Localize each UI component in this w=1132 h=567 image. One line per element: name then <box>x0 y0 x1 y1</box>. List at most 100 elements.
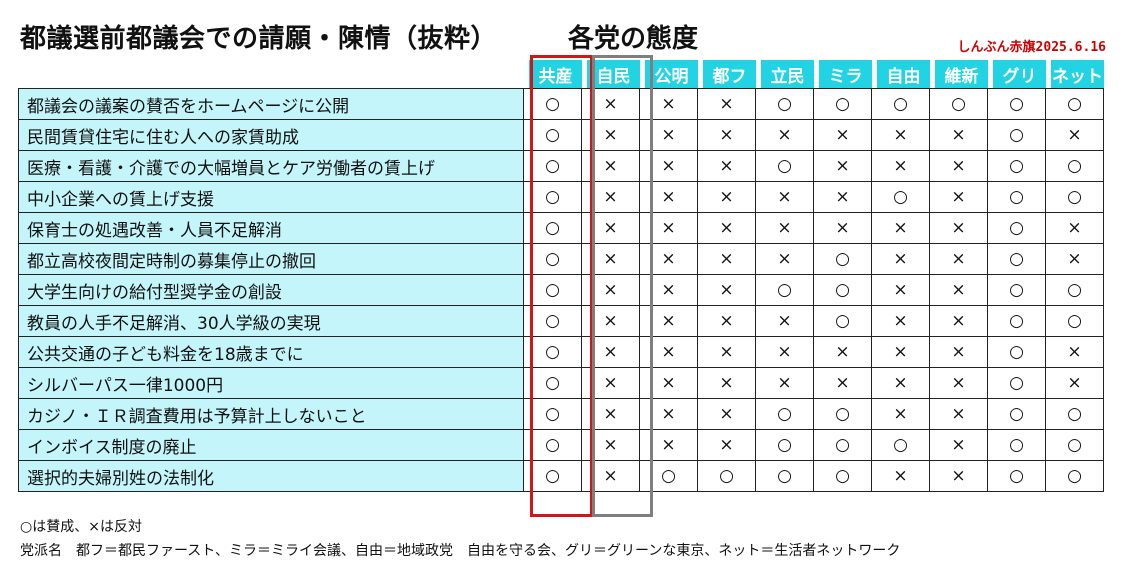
support-mark: ○ <box>988 213 1046 244</box>
oppose-mark: × <box>698 182 756 213</box>
oppose-mark: × <box>640 430 698 461</box>
oppose-mark: × <box>698 430 756 461</box>
support-mark: ○ <box>814 244 872 275</box>
petition-item: カジノ・ＩＲ調査費用は予算計上しないこと <box>18 399 524 430</box>
support-mark: ○ <box>988 430 1046 461</box>
petition-item: 教員の人手不足解消、30人学級の実現 <box>18 306 524 337</box>
oppose-mark: × <box>930 275 988 306</box>
oppose-mark: × <box>930 120 988 151</box>
oppose-mark: × <box>872 306 930 337</box>
oppose-mark: × <box>698 213 756 244</box>
support-mark: ○ <box>1046 151 1104 182</box>
oppose-mark: × <box>930 182 988 213</box>
support-mark: ○ <box>756 461 814 492</box>
oppose-mark: × <box>872 151 930 182</box>
support-mark: ○ <box>524 461 582 492</box>
oppose-mark: × <box>698 368 756 399</box>
oppose-mark: × <box>814 337 872 368</box>
support-mark: ○ <box>988 182 1046 213</box>
party-header: 都フ <box>698 60 756 88</box>
support-mark: ○ <box>872 430 930 461</box>
oppose-mark: × <box>640 151 698 182</box>
oppose-mark: × <box>640 368 698 399</box>
table-row: 保育士の処遇改善・人員不足解消 ○ × × × × × × × ○ × <box>18 213 1104 244</box>
table-row: 大学生向けの給付型奨学金の創設 ○ × × × ○ ○ × × ○ ○ <box>18 275 1104 306</box>
oppose-mark: × <box>756 306 814 337</box>
oppose-mark: × <box>582 88 640 120</box>
support-mark: ○ <box>814 275 872 306</box>
header-corner <box>18 60 524 88</box>
oppose-mark: × <box>814 182 872 213</box>
source-credit: しんぶん赤旗2025.6.16 <box>957 40 1106 55</box>
oppose-mark: × <box>814 213 872 244</box>
oppose-mark: × <box>1046 337 1104 368</box>
support-mark: ○ <box>1046 182 1104 213</box>
oppose-mark: × <box>640 306 698 337</box>
oppose-mark: × <box>582 306 640 337</box>
party-header: 共産 <box>524 60 582 88</box>
oppose-mark: × <box>814 368 872 399</box>
support-mark: ○ <box>988 368 1046 399</box>
support-mark: ○ <box>524 368 582 399</box>
support-mark: ○ <box>988 275 1046 306</box>
petition-item: 医療・看護・介護での大幅増員とケア労働者の賃上げ <box>18 151 524 182</box>
oppose-mark: × <box>930 430 988 461</box>
oppose-mark: × <box>872 399 930 430</box>
petition-item: 都立高校夜間定時制の募集停止の撤回 <box>18 244 524 275</box>
support-mark: ○ <box>524 120 582 151</box>
table-row: 民間賃貸住宅に住む人への家賃助成 ○ × × × × × × × ○ × <box>18 120 1104 151</box>
support-mark: ○ <box>756 430 814 461</box>
stance-table: 共産 自民 公明 都フ 立民 ミラ 自由 維新 グリ ネット 都議会の議案の賛否をホームページに公… <box>18 60 1104 492</box>
oppose-mark: × <box>930 213 988 244</box>
support-mark: ○ <box>814 306 872 337</box>
oppose-mark: × <box>640 244 698 275</box>
support-mark: ○ <box>524 275 582 306</box>
support-mark: ○ <box>1046 88 1104 120</box>
oppose-mark: × <box>698 88 756 120</box>
oppose-mark: × <box>640 275 698 306</box>
table-row: 中小企業への賃上げ支援 ○ × × × × × ○ × ○ ○ <box>18 182 1104 213</box>
petition-item: 大学生向けの給付型奨学金の創設 <box>18 275 524 306</box>
support-mark: ○ <box>988 244 1046 275</box>
oppose-mark: × <box>640 399 698 430</box>
oppose-mark: × <box>582 430 640 461</box>
table-row: 都立高校夜間定時制の募集停止の撤回 ○ × × × × ○ × × ○ × <box>18 244 1104 275</box>
oppose-mark: × <box>872 368 930 399</box>
support-mark: ○ <box>698 461 756 492</box>
oppose-mark: × <box>756 120 814 151</box>
oppose-mark: × <box>582 151 640 182</box>
oppose-mark: × <box>640 337 698 368</box>
oppose-mark: × <box>872 337 930 368</box>
support-mark: ○ <box>524 337 582 368</box>
oppose-mark: × <box>640 182 698 213</box>
table-row: カジノ・ＩＲ調査費用は予算計上しないこと ○ × × × ○ ○ × × ○ ○ <box>18 399 1104 430</box>
oppose-mark: × <box>872 461 930 492</box>
support-mark: ○ <box>1046 461 1104 492</box>
support-mark: ○ <box>524 399 582 430</box>
legend-note: ○は賛成、×は反対 <box>20 519 142 535</box>
oppose-mark: × <box>1046 120 1104 151</box>
table-row: 都議会の議案の賛否をホームページに公開 ○ × × × ○ ○ ○ ○ ○ ○ <box>18 88 1104 120</box>
oppose-mark: × <box>814 151 872 182</box>
support-mark: ○ <box>1046 399 1104 430</box>
oppose-mark: × <box>930 399 988 430</box>
oppose-mark: × <box>756 213 814 244</box>
support-mark: ○ <box>988 399 1046 430</box>
oppose-mark: × <box>582 275 640 306</box>
petition-item: 都議会の議案の賛否をホームページに公開 <box>18 88 524 120</box>
oppose-mark: × <box>640 120 698 151</box>
support-mark: ○ <box>814 88 872 120</box>
party-header: 立民 <box>756 60 814 88</box>
party-header: グリ <box>988 60 1046 88</box>
support-mark: ○ <box>988 120 1046 151</box>
support-mark: ○ <box>756 275 814 306</box>
support-mark: ○ <box>872 88 930 120</box>
oppose-mark: × <box>582 337 640 368</box>
support-mark: ○ <box>814 430 872 461</box>
oppose-mark: × <box>930 368 988 399</box>
table-row: 医療・看護・介護での大幅増員とケア労働者の賃上げ ○ × × × ○ × × × ○ ○ <box>18 151 1104 182</box>
oppose-mark: × <box>640 213 698 244</box>
party-header: 公明 <box>640 60 698 88</box>
support-mark: ○ <box>988 151 1046 182</box>
oppose-mark: × <box>582 182 640 213</box>
